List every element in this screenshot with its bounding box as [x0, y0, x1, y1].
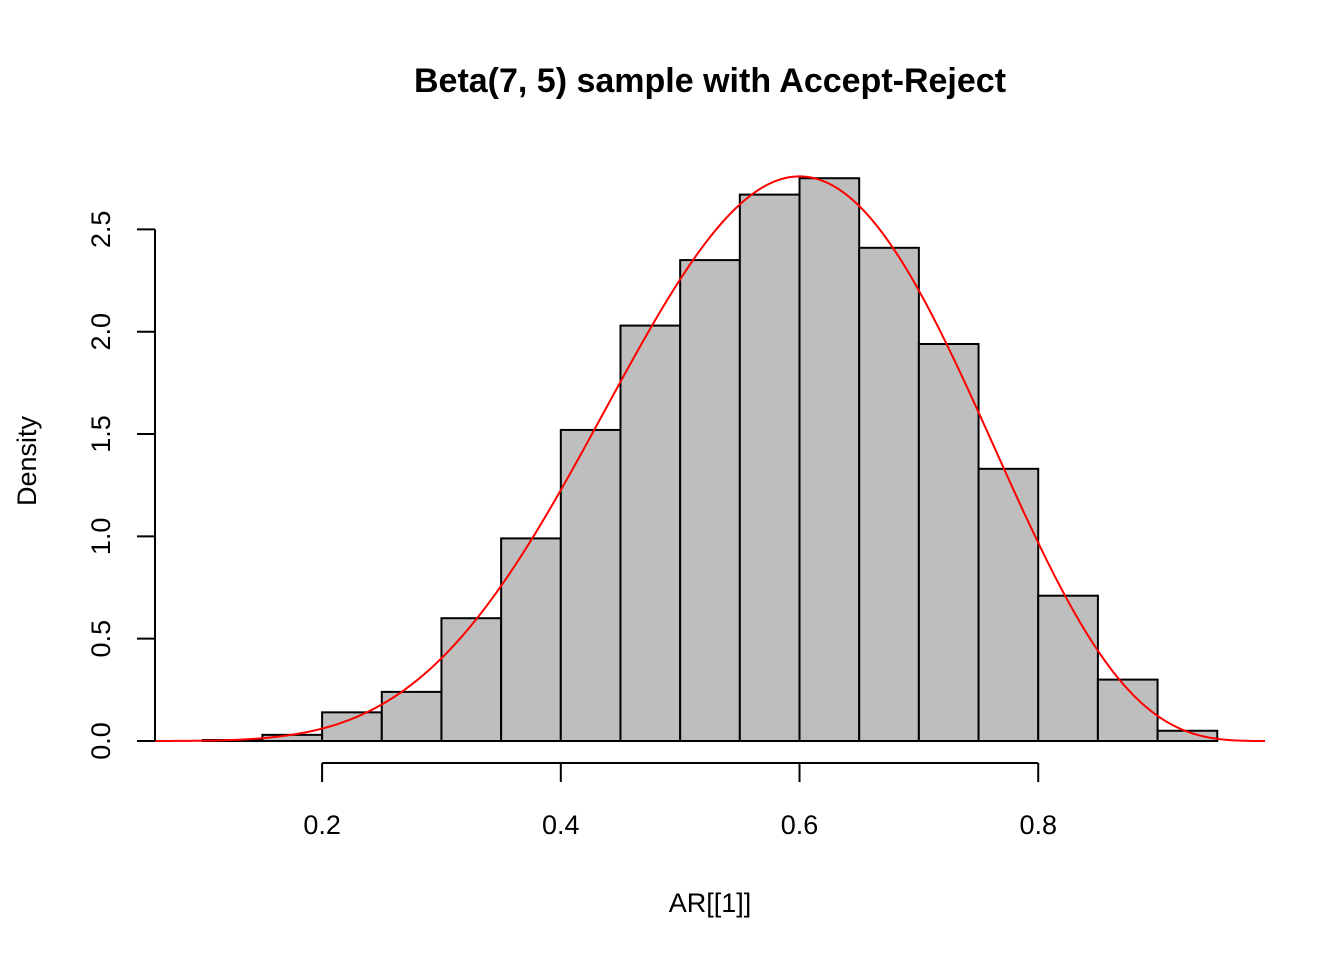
y-tick-label: 2.0 [86, 313, 116, 351]
histogram-bar-10 [798, 177, 861, 743]
x-tick-label: 0.2 [303, 810, 341, 840]
y-tick-label: 0.5 [86, 620, 116, 658]
histogram-bar-9 [738, 193, 801, 742]
histogram-bar-12 [917, 342, 980, 742]
histogram-bar-6 [559, 428, 622, 742]
x-tick-label: 0.4 [542, 810, 580, 840]
histogram-bar-14 [1037, 594, 1099, 742]
y-axis: 0.0 0.5 1.0 1.5 2.0 2.5 [86, 211, 156, 760]
histogram-bar-4 [440, 617, 503, 743]
y-tick-label: 1.0 [86, 518, 116, 556]
x-tick-label: 0.8 [1019, 810, 1057, 840]
y-tick-label: 0.0 [86, 722, 116, 760]
y-tick-label: 2.5 [86, 211, 116, 249]
histogram-bar-7 [619, 324, 682, 742]
y-axis-label: Density [12, 415, 42, 506]
histogram-bar-8 [679, 259, 741, 742]
histogram-bar-13 [977, 467, 1040, 742]
histogram-bar-5 [500, 537, 562, 742]
x-axis-label: AR[[1]] [669, 888, 752, 918]
chart-title: Beta(7, 5) sample with Accept-Reject [414, 62, 1006, 100]
beta-density-curve [155, 175, 1266, 742]
y-tick-label: 1.5 [86, 415, 116, 453]
x-tick-label: 0.6 [781, 810, 819, 840]
histogram-bar-11 [858, 246, 920, 743]
x-axis: 0.2 0.4 0.6 0.8 [303, 762, 1057, 840]
histogram-bars [201, 177, 1219, 743]
